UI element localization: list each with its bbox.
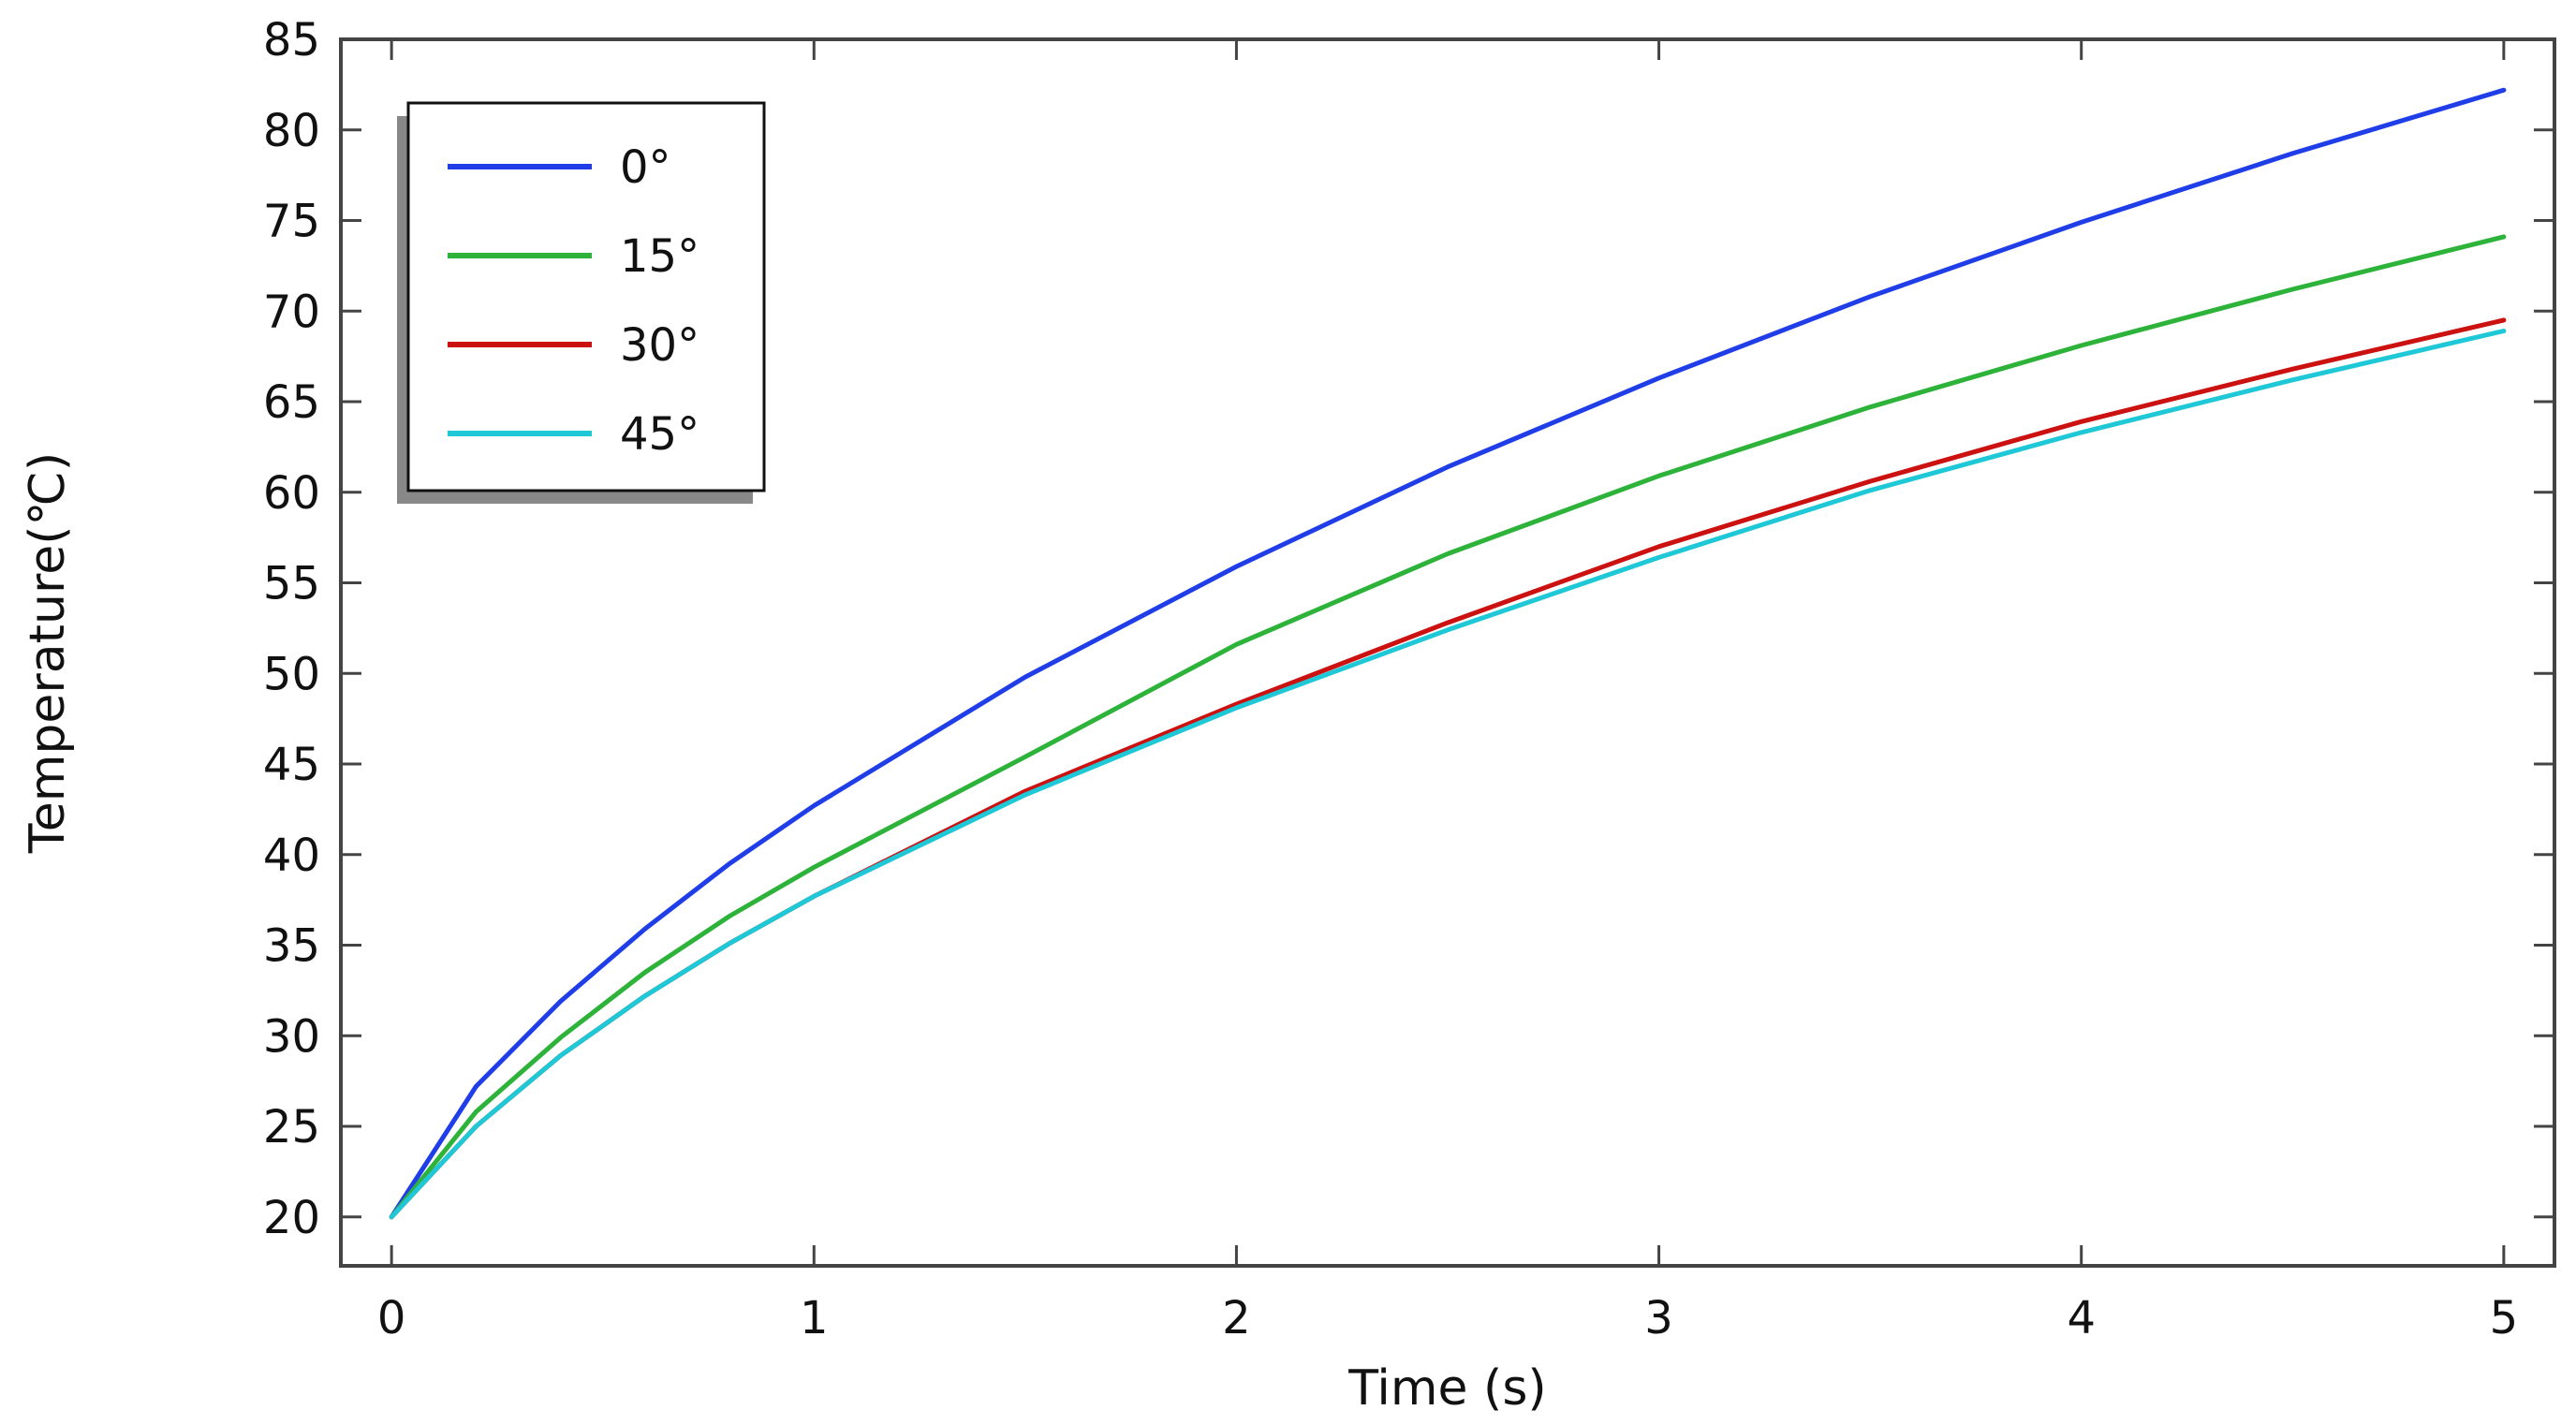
y-tick-label: 35	[263, 920, 320, 973]
y-tick-label: 30	[263, 1010, 320, 1063]
y-tick-label: 70	[263, 286, 320, 338]
y-tick-label: 50	[263, 648, 320, 700]
y-tick-labels: 20 25 30 35 40 45 50 55 60 65 70 75 80 85	[263, 14, 320, 1244]
x-tick-label: 3	[1644, 1292, 1673, 1344]
x-tick-label: 0	[377, 1292, 406, 1344]
y-tick-label: 45	[263, 739, 320, 791]
series-line-1	[389, 234, 2507, 1220]
x-tick-label: 4	[2067, 1292, 2096, 1344]
x-axis-title: Time (s)	[1347, 1360, 1546, 1417]
y-tick-label: 75	[263, 196, 320, 248]
x-tick-label: 5	[2490, 1292, 2519, 1344]
series-lines	[389, 87, 2507, 1220]
legend-items: 0° 15° 30° 45°	[448, 141, 699, 461]
y-tick-label: 25	[263, 1101, 320, 1153]
series-line-0	[389, 87, 2507, 1220]
y-tick-label: 60	[263, 467, 320, 520]
legend: 0° 15° 30° 45°	[397, 101, 766, 504]
legend-label-3: 45°	[620, 408, 699, 461]
y-tick-label: 85	[263, 14, 320, 66]
y-tick-label: 65	[263, 376, 320, 429]
x-tick-label: 1	[800, 1292, 829, 1344]
legend-label-2: 30°	[620, 319, 699, 372]
x-tick-label: 2	[1222, 1292, 1251, 1344]
y-axis-title: Temperature(℃)	[20, 452, 76, 854]
y-tick-label: 40	[263, 830, 320, 882]
x-tick-labels: 0 1 2 3 4 5	[377, 1292, 2518, 1344]
y-tick-label: 20	[263, 1192, 320, 1244]
y-tick-label: 55	[263, 558, 320, 610]
plot-area-frame	[339, 37, 2556, 1268]
y-tick-label: 80	[263, 105, 320, 157]
legend-label-0: 0°	[620, 141, 671, 194]
legend-label-1: 15°	[620, 230, 699, 283]
series-line-3	[389, 329, 2507, 1220]
